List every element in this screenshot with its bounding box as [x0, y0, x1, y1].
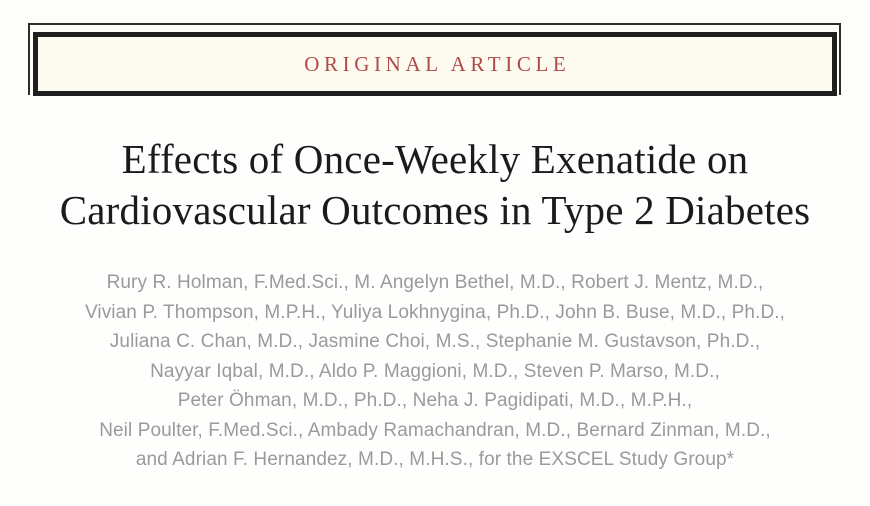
original-article-banner: ORIGINAL ARTICLE	[33, 32, 837, 96]
article-title-line-1: Effects of Once-Weekly Exenatide on	[121, 136, 749, 182]
page-rule-frame	[28, 23, 841, 95]
article-title: Effects of Once-Weekly Exenatide on Card…	[0, 134, 870, 236]
author-line: Vivian P. Thompson, M.P.H., Yuliya Lokhn…	[84, 301, 786, 323]
article-type-label: ORIGINAL ARTICLE	[304, 51, 571, 76]
author-line: Peter Öhman, M.D., Ph.D., Neha J. Pagidi…	[177, 390, 693, 411]
author-line: Rury R. Holman, F.Med.Sci., M. Angelyn B…	[106, 272, 764, 293]
author-line: Juliana C. Chan, M.D., Jasmine Choi, M.S…	[109, 331, 761, 352]
author-byline: Rury R. Holman, F.Med.Sci., M. Angelyn B…	[0, 268, 870, 475]
article-title-line-2: Cardiovascular Outcomes in Type 2 Diabet…	[59, 187, 811, 233]
author-line: Nayyar Iqbal, M.D., Aldo P. Maggioni, M.…	[150, 360, 720, 382]
author-line: and Adrian F. Hernandez, M.D., M.H.S., f…	[135, 449, 735, 470]
author-line: Neil Poulter, F.Med.Sci., Ambady Ramacha…	[99, 419, 771, 441]
